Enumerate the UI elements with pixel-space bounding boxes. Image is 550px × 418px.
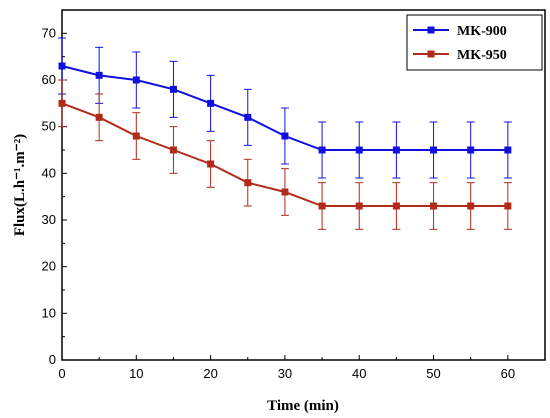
y-tick-label: 30 [42,212,56,227]
plot-frame [61,9,546,361]
x-tick-label: 10 [129,366,143,381]
data-point [504,202,512,210]
data-point [355,146,363,154]
data-point [318,146,326,154]
series-mk-900 [58,37,512,179]
data-point [244,179,252,187]
data-point [392,202,400,210]
data-point [244,113,252,121]
x-axis-ticks: 0 10 20 30 40 50 60 [58,355,515,381]
data-point [132,76,140,84]
legend-marker [427,26,435,34]
x-tick-label: 40 [352,366,366,381]
data-point [58,99,66,107]
data-point [95,71,103,79]
legend-box [406,14,543,71]
data-point [95,113,103,121]
data-point [504,146,512,154]
legend: MK-900 MK-950 [406,14,543,71]
y-axis-title: Flux(L.h⁻¹.m⁻²) [12,134,28,236]
x-tick-label: 50 [426,366,440,381]
data-point [169,146,177,154]
x-tick-label: 0 [58,366,65,381]
x-tick-label: 20 [203,366,217,381]
y-tick-label: 0 [49,352,56,367]
data-point [467,146,475,154]
y-tick-label: 70 [42,25,56,40]
legend-label: MK-950 [457,48,507,63]
x-tick-label: 60 [501,366,515,381]
data-point [58,62,66,70]
legend-label: MK-900 [457,24,507,39]
y-tick-label: 50 [42,119,56,134]
data-point [355,202,363,210]
legend-marker [427,50,435,58]
data-point [430,146,438,154]
series-mk-950 [58,79,512,230]
data-point [207,99,215,107]
x-tick-label: 30 [278,366,292,381]
data-point [281,132,289,140]
y-tick-label: 40 [42,165,56,180]
y-tick-label: 60 [42,72,56,87]
x-axis-title: Time (min) [267,398,339,414]
y-tick-label: 20 [42,259,56,274]
data-point [467,202,475,210]
series-layer [58,37,512,230]
data-point [207,160,215,168]
data-point [392,146,400,154]
y-tick-label: 10 [42,305,56,320]
data-point [281,188,289,196]
y-axis-ticks: 0 10 20 30 40 50 60 70 [42,25,67,367]
data-point [430,202,438,210]
data-point [318,202,326,210]
data-point [169,85,177,93]
data-point [132,132,140,140]
